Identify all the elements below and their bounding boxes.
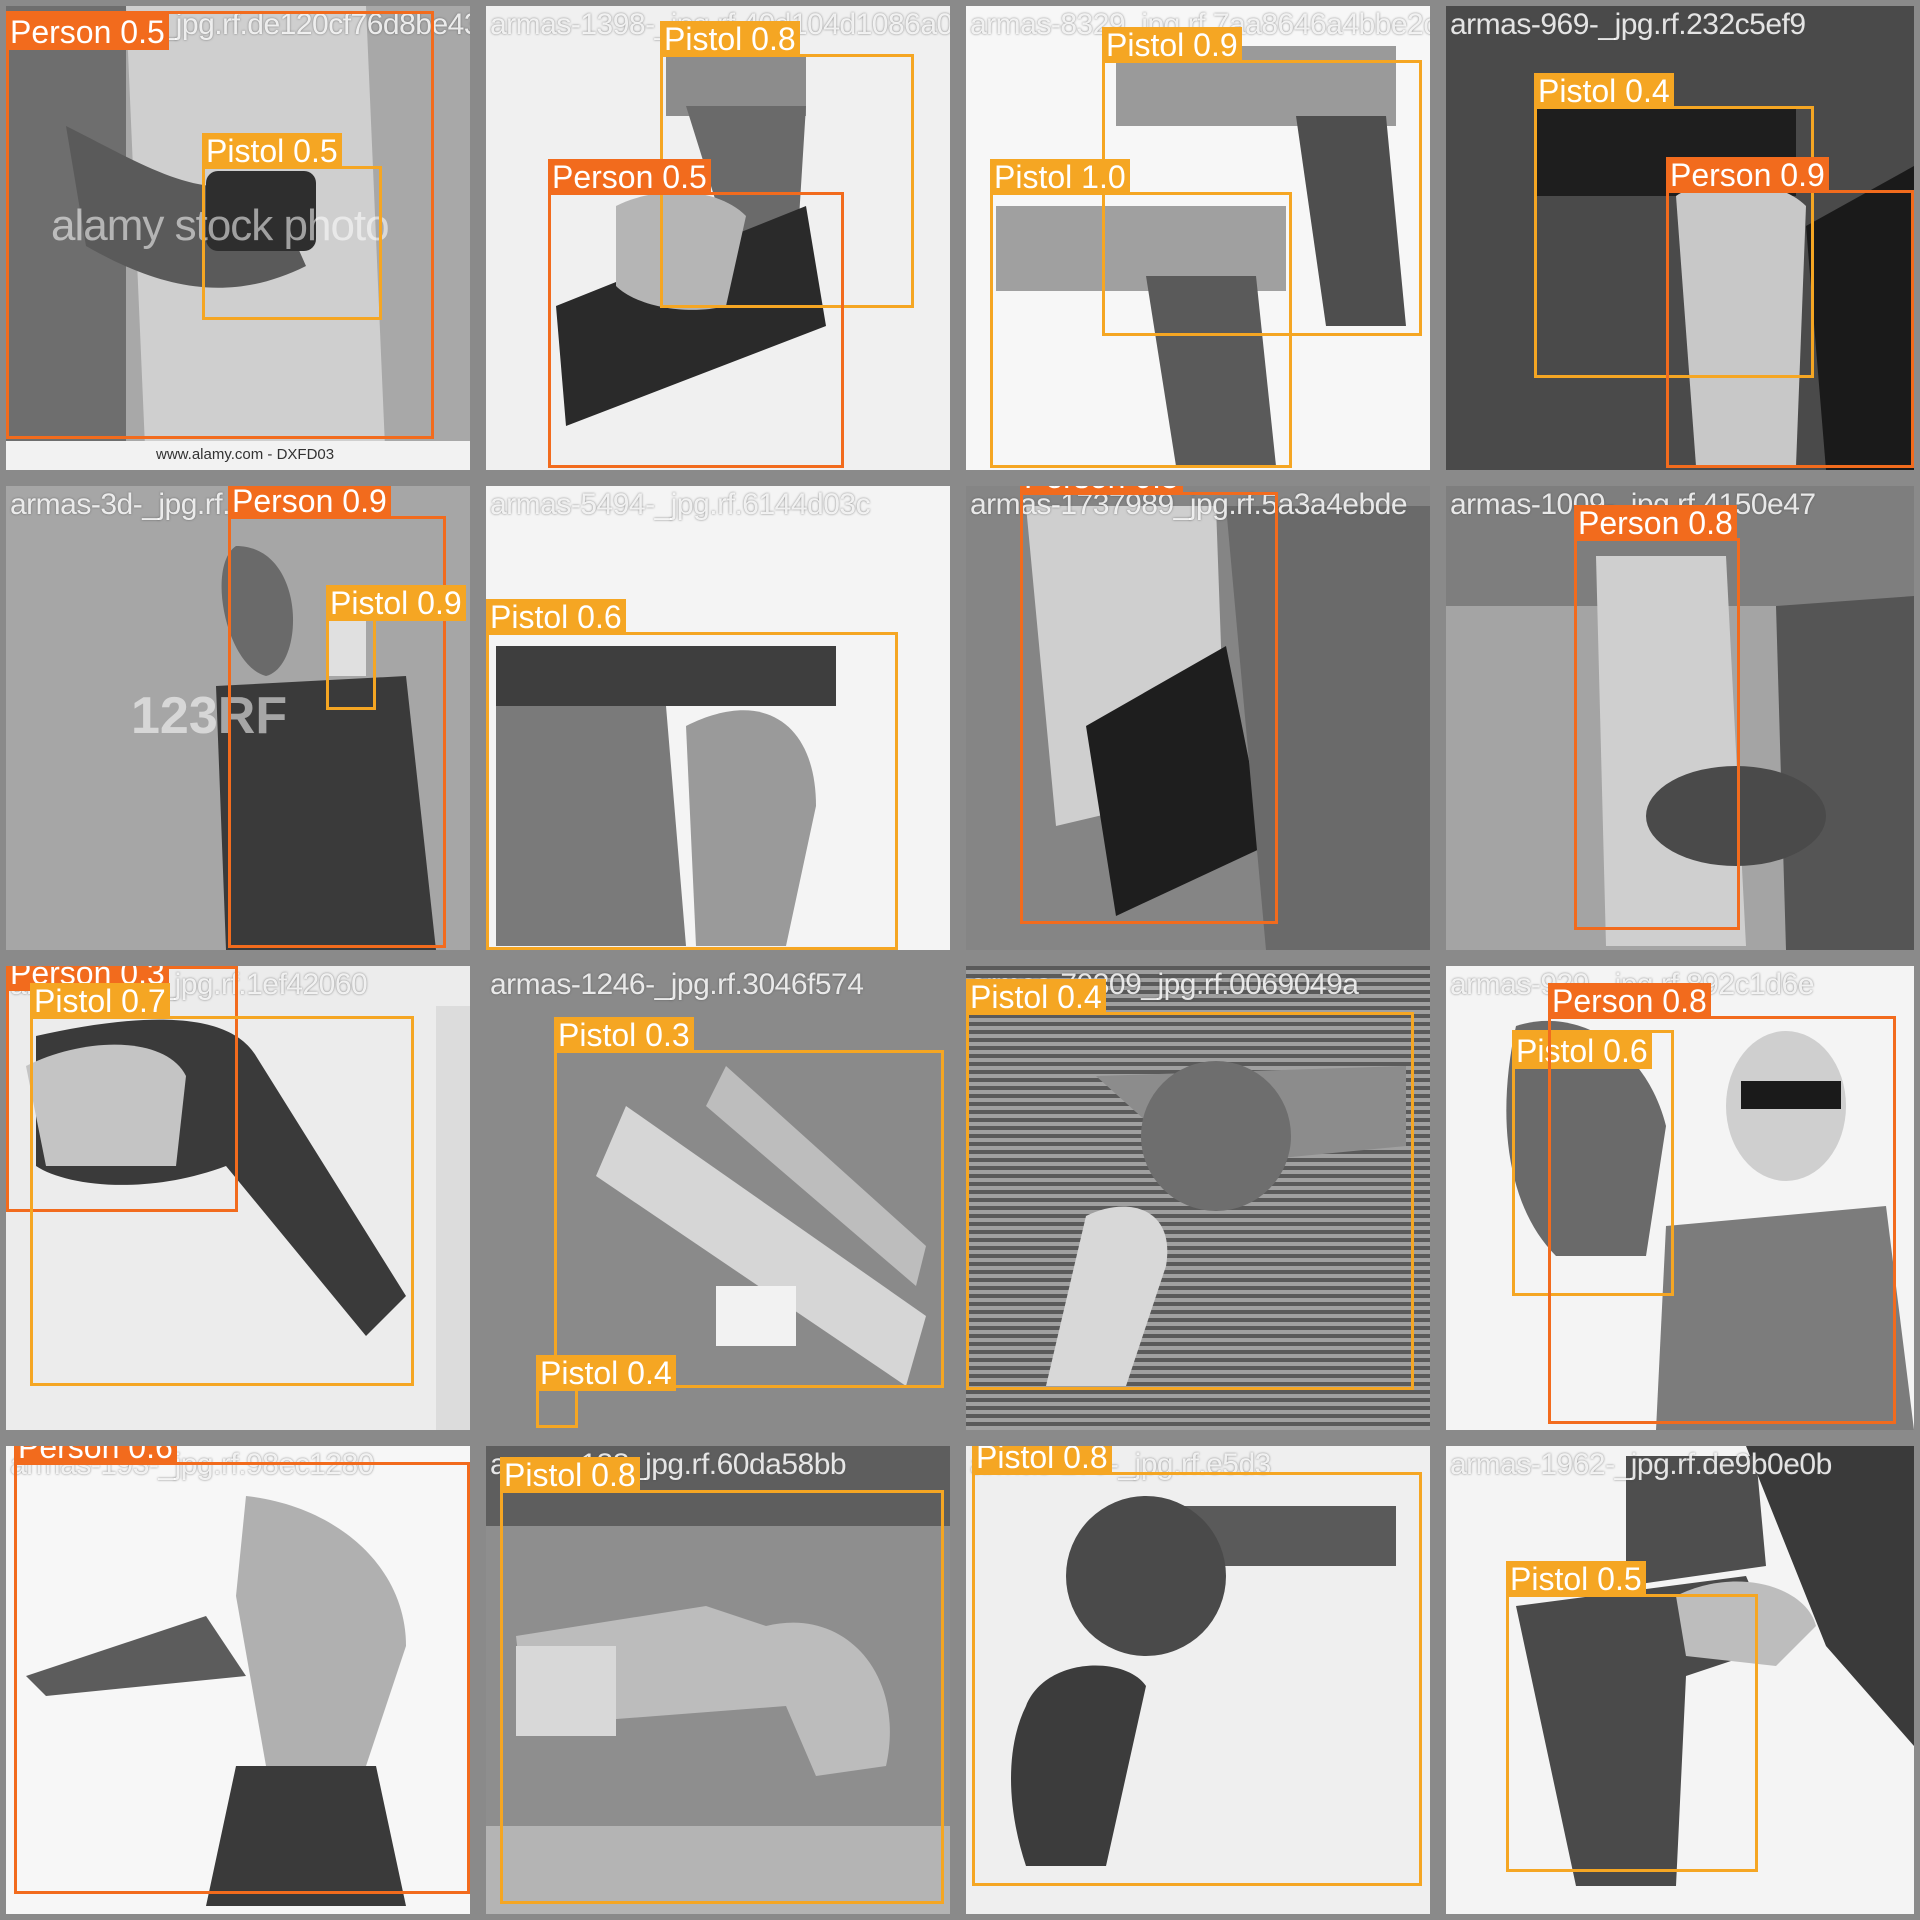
tile-2: armas-1398-_jpg.rf.40d104d1086a0ba83708 … [486, 6, 950, 470]
tile-6: armas-5494-_jpg.rf.6144d03c Pistol 0.6 [486, 486, 950, 950]
bbox-label: Person 0.8 [1574, 505, 1737, 541]
bbox-label: Pistol 0.3 [554, 1017, 694, 1053]
bbox-person: Person 0.8 [1548, 983, 1896, 1424]
bbox-label: Person 0.5 [1020, 486, 1183, 495]
bbox-person: Person 0.8 [1574, 505, 1740, 930]
tile-11-image [966, 966, 1430, 1430]
tile-5: armas-3d-_jpg.rf.7121b3d9f3 123RF Person… [6, 486, 470, 950]
tile-16-filename: armas-1962-_jpg.rf.de9b0e0b [1450, 1448, 1832, 1481]
bbox-person: Person 0.6 [14, 1446, 470, 1894]
bbox-pistol: Pistol 0.4 [966, 979, 1414, 1390]
bbox-label: Pistol 0.9 [1102, 27, 1242, 63]
bbox-pistol: Pistol 0.5 [202, 133, 382, 320]
bbox-pistol: Pistol 0.7 [30, 983, 414, 1386]
tile-1: Person 0.5-_jpg.rf.de120cf76d8be4398 ala… [6, 6, 470, 470]
tile-4-filename: armas-969-_jpg.rf.232c5ef9 [1450, 8, 1806, 41]
bbox-person: Person 0.5 [6, 11, 434, 439]
tile-6-filename: armas-5494-_jpg.rf.6144d03c [490, 488, 871, 521]
bbox-person: Person 0.5 [1020, 486, 1278, 924]
bbox-label: Pistol 0.4 [536, 1355, 676, 1391]
bbox-pistol: Pistol 0.8 [972, 1446, 1422, 1886]
bbox-label: Person 0.6 [14, 1446, 177, 1465]
tile-14-image [486, 1446, 950, 1914]
tile-10-image [486, 966, 950, 1430]
bbox-pistol: Pistol 0.4 [1534, 73, 1814, 378]
tile-15-image [966, 1446, 1430, 1914]
tile-2-image [486, 6, 950, 470]
bbox-label: Pistol 1.0 [990, 159, 1130, 195]
bbox-pistol: Pistol 0.4 [536, 1355, 676, 1428]
tile-15: armas-279-_jpg.rf.e5d3 Pistol 0.8 [966, 1446, 1430, 1914]
bbox-label: Person 0.9 [1666, 157, 1829, 193]
bbox-label: Pistol 0.8 [972, 1446, 1112, 1475]
bbox-label: Pistol 0.5 [1506, 1561, 1646, 1597]
bbox-label: Person 0.9 [228, 486, 391, 519]
bbox-label: Pistol 0.5 [202, 133, 342, 169]
bbox-label: Pistol 0.6 [486, 599, 626, 635]
tile-13: armas-193-_jpg.rf.98ec1280 Person 0.6 [6, 1446, 470, 1914]
bbox-label: Person 0.5 [6, 14, 169, 50]
tile-4: armas-969-_jpg.rf.232c5ef9 Pistol 0.4 Pe… [1446, 6, 1914, 470]
bbox-pistol: Pistol 0.8 [500, 1457, 944, 1904]
bbox-pistol: Pistol 0.6 [1512, 1030, 1674, 1296]
tile-9: armas-497-_jpg.rf.1ef42060 Person 0.3 Pi… [6, 966, 470, 1430]
bbox-pistol: Pistol 0.9 [326, 585, 466, 710]
bbox-label: Pistol 0.6 [1512, 1033, 1652, 1069]
bbox-pistol: Pistol 0.9 [1102, 27, 1422, 336]
tile-9-image [6, 966, 470, 1430]
tile-8: armas-1009-_jpg.rf.4150e47 Person 0.8 [1446, 486, 1914, 950]
tile-5-watermark: 123RF [131, 687, 288, 745]
bbox-person: Person 0.9 [1666, 157, 1914, 468]
bbox-pistol: Pistol 0.5 [1506, 1561, 1758, 1872]
bbox-pistol: Pistol 0.3 [554, 1017, 944, 1388]
bbox-label: Person 0.5 [548, 159, 711, 195]
tile-10: armas-1246-_jpg.rf.3046f574 Pistol 0.3 P… [486, 966, 950, 1430]
bbox-label: Pistol 0.4 [966, 979, 1106, 1015]
bbox-label: Pistol 0.8 [660, 21, 800, 57]
tile-16-image [1446, 1446, 1914, 1914]
tile-8-image [1446, 486, 1914, 950]
tile-10-filename: armas-1246-_jpg.rf.3046f574 [490, 968, 864, 1001]
tile-4-image [1446, 6, 1914, 470]
bbox-pistol: Pistol 0.6 [486, 599, 898, 950]
tile-12: armas-929-_jpg.rf.892c1d6e Pistol 0.6 Pe… [1446, 966, 1914, 1430]
tile-13-image [6, 1446, 470, 1914]
tile-3: armas-8329_jpg.rf.7aa8646a4bbe2c Pistol … [966, 6, 1430, 470]
tile-7: armas-1737989_jpg.rf.5a3a4ebde Person 0.… [966, 486, 1430, 950]
tile-11: armas-70309_jpg.rf.0069049a Pistol 0.4 [966, 966, 1430, 1430]
tile-7-image [966, 486, 1430, 950]
tile-6-image [486, 486, 950, 950]
bbox-person: Person 0.9 [228, 486, 446, 948]
bbox-label: Pistol 0.9 [326, 585, 466, 621]
tile-14: armas-188_jpg.rf.60da58bb Pistol 0.8 [486, 1446, 950, 1914]
bbox-label: Pistol 0.4 [1534, 73, 1674, 109]
bbox-person: Person 0.5 [548, 159, 844, 468]
tile-1-image [6, 6, 470, 470]
tile-1-watermark: alamy stock photo [51, 201, 390, 250]
bbox-label: Pistol 0.7 [30, 983, 170, 1019]
bbox-label: Person 0.8 [1548, 983, 1711, 1019]
tile-16: armas-1962-_jpg.rf.de9b0e0b Pistol 0.5 [1446, 1446, 1914, 1914]
bbox-label: Pistol 0.8 [500, 1457, 640, 1493]
bbox-pistol: Pistol 1.0 [990, 159, 1292, 468]
tile-1-caption: www.alamy.com - DXFD03 [156, 446, 335, 463]
